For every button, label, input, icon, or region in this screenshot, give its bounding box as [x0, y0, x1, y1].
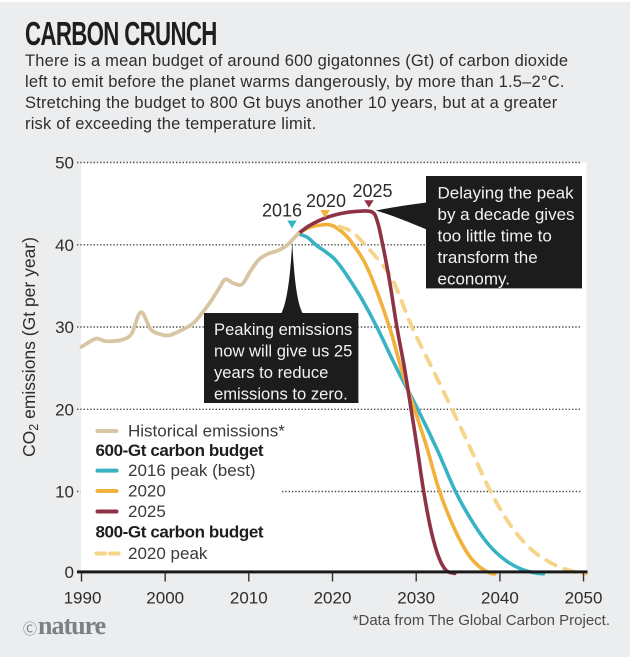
svg-text:by a decade gives: by a decade gives [438, 205, 575, 224]
svg-text:20: 20 [55, 400, 74, 419]
svg-text:Historical emissions*: Historical emissions* [128, 422, 285, 441]
svg-text:2020: 2020 [128, 482, 166, 501]
svg-text:2010: 2010 [230, 589, 268, 608]
svg-text:2016 peak (best): 2016 peak (best) [128, 461, 256, 480]
svg-text:2000: 2000 [146, 589, 184, 608]
svg-text:0: 0 [65, 563, 74, 582]
svg-text:50: 50 [55, 154, 74, 173]
svg-text:emissions to zero.: emissions to zero. [214, 385, 348, 404]
svg-text:2016: 2016 [262, 201, 302, 221]
svg-text:years to reduce: years to reduce [214, 363, 328, 382]
svg-text:2020 peak: 2020 peak [128, 544, 208, 563]
svg-text:600-Gt carbon budget: 600-Gt carbon budget [96, 441, 264, 460]
svg-text:2020: 2020 [306, 191, 346, 211]
svg-text:economy.: economy. [438, 270, 510, 289]
svg-text:800-Gt carbon budget: 800-Gt carbon budget [96, 523, 264, 542]
svg-text:2040: 2040 [481, 589, 519, 608]
svg-text:10: 10 [55, 483, 74, 502]
svg-text:too little time to: too little time to [438, 227, 552, 246]
svg-text:2020: 2020 [314, 589, 352, 608]
svg-text:2025: 2025 [352, 181, 392, 201]
svg-text:2025: 2025 [128, 502, 166, 521]
svg-text:Delaying the peak: Delaying the peak [438, 184, 575, 203]
svg-text:2030: 2030 [397, 589, 435, 608]
svg-text:now will give us 25: now will give us 25 [214, 342, 352, 361]
svg-text:1990: 1990 [64, 589, 102, 608]
svg-text:30: 30 [55, 318, 74, 337]
svg-text:2050: 2050 [565, 589, 603, 608]
svg-text:Peaking emissions: Peaking emissions [214, 320, 352, 339]
svg-text:40: 40 [55, 236, 74, 255]
svg-text:CO2 emissions (Gt per year): CO2 emissions (Gt per year) [19, 237, 41, 457]
svg-text:transform the: transform the [438, 248, 538, 267]
